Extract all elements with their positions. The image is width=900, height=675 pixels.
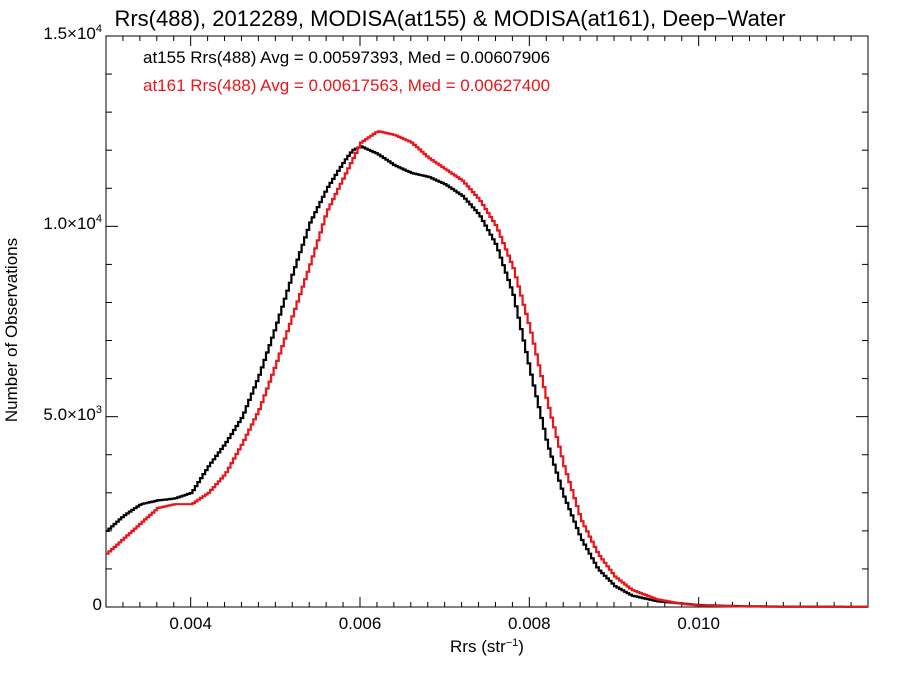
series-layer xyxy=(106,130,868,609)
x-axis-label: Rrs (str−1) xyxy=(450,637,524,657)
legend-entry-at161: at161 Rrs(488) Avg = 0.00617563, Med = 0… xyxy=(143,76,551,95)
axis-ticks xyxy=(105,35,869,608)
legend-entry-at155: at155 Rrs(488) Avg = 0.00597393, Med = 0… xyxy=(143,48,551,67)
y-tick-label: 0 xyxy=(92,595,102,614)
x-tick-label: 0.008 xyxy=(508,614,551,633)
y-tick-label: 1.5×104 xyxy=(43,23,102,44)
series-line-at161 xyxy=(106,130,868,609)
x-axis-label-exponent: −1 xyxy=(505,637,519,649)
chart-title: Rrs(488), 2012289, MODISA(at155) & MODIS… xyxy=(114,6,786,31)
series-line-at155 xyxy=(106,145,868,608)
y-tick-label: 1.0×104 xyxy=(43,213,102,234)
x-axis-label-text: Rrs (str xyxy=(450,637,506,656)
x-tick-label: 0.004 xyxy=(169,614,212,633)
x-axis-label-end: ) xyxy=(518,637,524,656)
x-tick-label: 0.010 xyxy=(677,614,720,633)
x-tick-label: 0.006 xyxy=(338,614,382,633)
y-axis-label: Number of Observations xyxy=(2,237,21,423)
y-tick-label: 5.0×103 xyxy=(43,403,102,424)
plot-frame xyxy=(105,35,869,608)
